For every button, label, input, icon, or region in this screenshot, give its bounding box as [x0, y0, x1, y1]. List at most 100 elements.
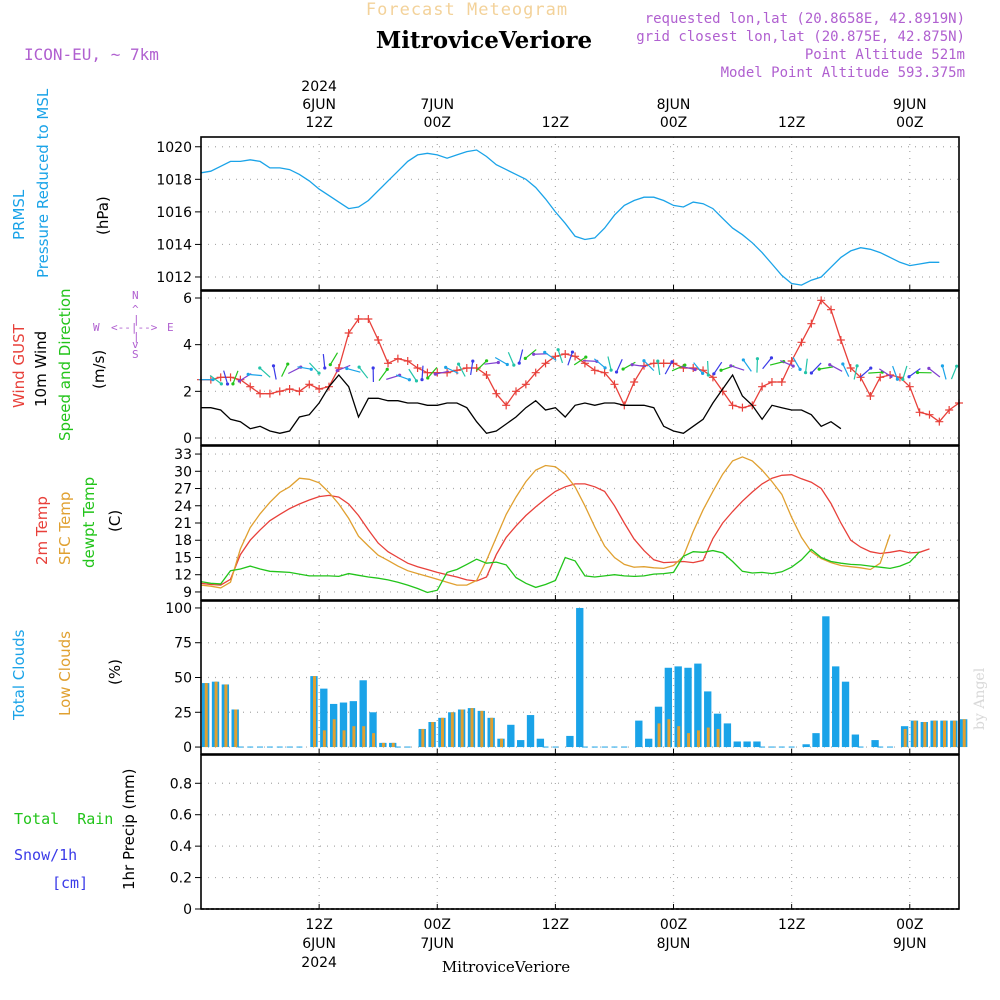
wind-label-direction: Speed and Direction: [56, 288, 74, 441]
wind-dir-arrowhead-54: [729, 364, 733, 368]
series-temperature-0: [200, 474, 930, 586]
temp-label-dewpt: dewpt Temp: [80, 477, 98, 568]
bottom-time-label-0-1: 6JUN: [302, 936, 336, 952]
bottom-time-label-0-0: 12Z: [305, 917, 332, 933]
cloud-bar-total-14: [339, 702, 348, 748]
gust-marker-31: [502, 401, 511, 410]
wind-dir-arrow-18: [378, 368, 388, 382]
footer-station: MitroviceVeriore: [442, 958, 570, 976]
precip-label-rain: Total Rain: [14, 810, 113, 828]
gust-marker-27: [462, 364, 471, 372]
wind-dir-arrow-42: [615, 359, 623, 373]
ytick-label-pressure-0: 1012: [156, 270, 192, 286]
wind-dir-arrowhead-40: [603, 366, 607, 370]
ytick-label-clouds-4: 100: [165, 601, 192, 617]
wind-dir-arrow-41: [607, 356, 612, 371]
panel-frame-wind: [200, 290, 960, 446]
cloud-bar-low-13: [332, 719, 336, 748]
cloud-bar-low-3: [234, 709, 238, 748]
wind-dir-arrow-16: [358, 366, 369, 379]
wind-dir-arrowhead-15: [345, 366, 349, 371]
gust-marker-69: [876, 373, 885, 382]
wind-dir-arrowhead-62: [809, 371, 813, 375]
wind-dir-arrow-69: [878, 368, 892, 377]
compass-w: W: [93, 321, 100, 334]
wind-dir-arrowhead-71: [901, 377, 905, 381]
top-time-label-3-1: 00Z: [660, 115, 687, 131]
cloud-bar-low-52: [716, 728, 720, 748]
gust-marker-61: [797, 338, 806, 347]
wind-dir-arrowhead-60: [798, 367, 802, 371]
panel-pressure: 1012 1014 1016 1018 1020: [156, 136, 960, 291]
wind-dir-arrowhead-73: [915, 370, 920, 375]
panel-frame-pressure: [200, 136, 960, 291]
gust-marker-8: [275, 387, 284, 396]
wind-dir-arrowhead-38: [584, 355, 588, 359]
wind-dir-arrowhead-30: [505, 362, 509, 367]
wind-dir-arrowhead-55: [741, 358, 745, 362]
cloud-bar-low-46: [657, 723, 661, 748]
cloud-bar-total-48: [674, 666, 682, 748]
wind-dir-arrow-24: [435, 370, 450, 375]
compass-e: E: [167, 321, 174, 334]
ytick-label-clouds-1: 25: [174, 705, 192, 721]
wind-compass: N ^ | W <--|--> E | v S: [93, 289, 174, 361]
gust-marker-3: [226, 373, 235, 382]
gust-marker-22: [413, 364, 422, 372]
series-temperature-1: [200, 456, 891, 589]
wind-dir-arrow-59: [780, 360, 794, 367]
wind-dir-arrowhead-13: [328, 363, 332, 367]
compass-s: S: [132, 348, 139, 361]
gust-marker-57: [758, 382, 767, 391]
top-time-label-0-0: 2024: [301, 79, 337, 95]
panel-clouds: 0 25 50 75 100: [165, 600, 968, 756]
cloud-bar-total-33: [526, 715, 535, 748]
series-wind-1: [201, 373, 842, 435]
panel-frame-precip: [200, 754, 960, 910]
ytick-label-pressure-3: 1018: [156, 172, 192, 188]
cloud-bar-total-16: [359, 680, 367, 748]
wind-dir-arrow-47: [664, 361, 673, 375]
panel-frame-temperature: [200, 445, 960, 601]
gust-marker-58: [767, 378, 776, 386]
top-time-label-0-2: 12Z: [305, 115, 332, 131]
cloud-bar-total-17: [369, 712, 377, 748]
wind-dir-arrowhead-65: [841, 362, 845, 366]
cloud-bar-total-50: [694, 663, 702, 748]
wind-dir-arrow-62: [810, 362, 822, 374]
ytick-label-temperature-7: 30: [174, 464, 192, 480]
gust-marker-47: [659, 359, 668, 368]
wind-dir-arrow-33: [524, 349, 537, 359]
clouds-labels: Total Clouds Low Clouds (%): [10, 629, 124, 721]
wind-dir-arrow-13: [329, 352, 339, 365]
wind-dir-arrowhead-45: [642, 359, 646, 363]
top-time-label-1-1: 00Z: [424, 115, 451, 131]
panel-frame-clouds: [200, 600, 960, 755]
wind-dir-arrowhead-22: [420, 378, 424, 382]
series-temperature-2: [200, 548, 921, 594]
gust-marker-72: [905, 382, 914, 391]
wind-labels: Wind GUST 10m Wind Speed and Direction (…: [10, 288, 174, 441]
cloud-bar-low-26: [460, 709, 464, 748]
wind-dir-arrow-26: [458, 363, 466, 377]
info-line-1: requested lon,lat (20.8658E, 42.8919N): [645, 11, 965, 27]
gust-marker-34: [531, 368, 540, 377]
cloud-bar-total-15: [349, 701, 358, 748]
bottom-time-label-3-1: 8JUN: [657, 936, 691, 952]
cloud-bar-low-28: [480, 710, 484, 748]
cloud-bar-total-56: [753, 741, 761, 748]
gust-marker-15: [344, 329, 353, 337]
temp-label-unit: (C): [106, 510, 124, 532]
gust-marker-19: [384, 359, 393, 368]
wind-dir-arrow-5: [248, 373, 263, 377]
wind-dir-arrowhead-21: [414, 379, 419, 383]
wind-dir-arrowhead-72: [907, 375, 911, 379]
wind-dir-arrow-35: [544, 351, 557, 361]
info-line-4: Model Point Altitude 593.375m: [721, 65, 965, 81]
gust-marker-70: [886, 371, 895, 379]
wind-dir-arrowhead-57: [769, 356, 774, 360]
cloud-bar-total-55: [743, 741, 751, 748]
wind-dir-arrowhead-18: [385, 367, 389, 371]
info-line-3: Point Altitude 521m: [805, 47, 965, 63]
wind-dir-arrowhead-56: [755, 357, 760, 361]
